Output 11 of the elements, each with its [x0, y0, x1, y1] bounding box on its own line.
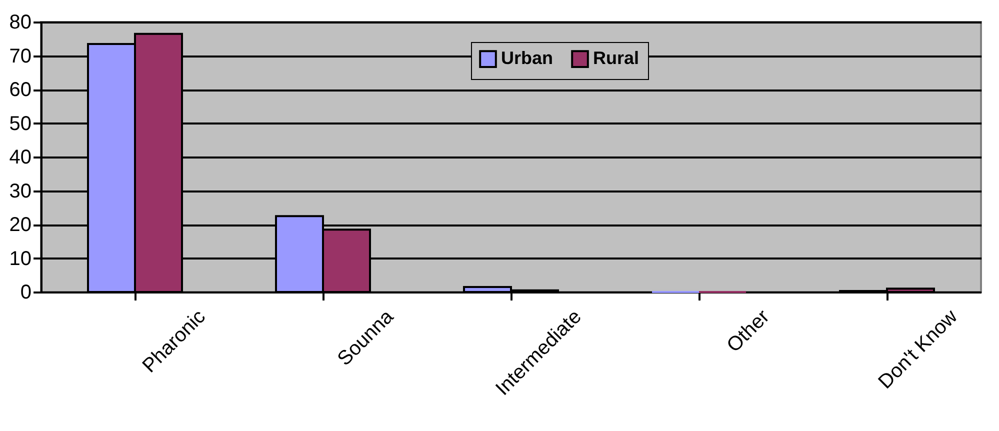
y-tick-label: 20	[9, 214, 32, 236]
y-tick-label: 40	[9, 146, 32, 168]
y-tick-label: 0	[20, 282, 32, 304]
y-tick-label: 50	[9, 112, 32, 135]
y-tick-label: 70	[9, 45, 32, 68]
y-tick-label: 60	[9, 79, 32, 101]
legend-label: Urban	[501, 48, 554, 68]
y-tick-label: 30	[9, 180, 32, 202]
y-tick-label: 10	[9, 248, 32, 270]
y-tick-label: 80	[9, 12, 32, 34]
legend-label: Rural	[593, 48, 640, 68]
